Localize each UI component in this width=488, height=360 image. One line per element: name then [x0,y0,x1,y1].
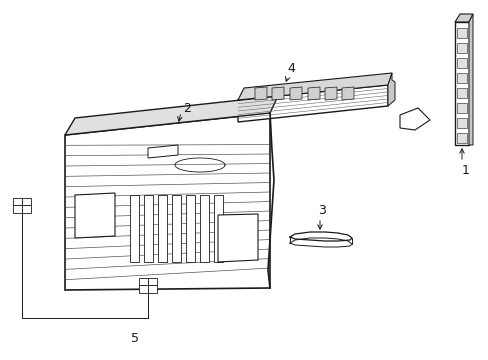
Polygon shape [139,285,148,292]
Text: 4: 4 [286,62,294,75]
Polygon shape [456,43,466,53]
Polygon shape [456,88,466,98]
Text: 1: 1 [461,163,469,176]
Polygon shape [158,195,167,262]
Polygon shape [307,87,319,100]
Polygon shape [75,193,115,238]
Polygon shape [238,85,387,122]
Polygon shape [468,14,472,145]
Polygon shape [65,96,278,135]
Polygon shape [254,87,266,100]
Polygon shape [341,87,353,100]
Polygon shape [289,87,302,100]
Polygon shape [130,195,139,262]
Polygon shape [456,28,466,38]
Polygon shape [139,278,148,285]
Polygon shape [148,285,157,292]
Polygon shape [65,113,269,290]
Polygon shape [214,195,223,262]
Polygon shape [22,198,31,205]
Polygon shape [456,73,466,83]
Text: 5: 5 [131,332,139,345]
Polygon shape [325,87,336,100]
Polygon shape [13,205,22,212]
Polygon shape [456,103,466,113]
Polygon shape [218,214,258,262]
Text: 2: 2 [183,102,190,114]
Polygon shape [456,118,466,128]
Polygon shape [456,133,466,143]
Polygon shape [454,22,468,145]
Polygon shape [456,58,466,68]
Polygon shape [22,205,31,212]
Polygon shape [172,195,181,262]
Polygon shape [271,87,284,100]
Polygon shape [200,195,208,262]
Polygon shape [454,14,472,22]
Polygon shape [143,195,153,262]
Polygon shape [148,278,157,285]
Polygon shape [185,195,195,262]
Text: 3: 3 [317,203,325,216]
Polygon shape [399,108,429,130]
Polygon shape [238,73,391,100]
Polygon shape [13,198,22,205]
Polygon shape [148,145,178,158]
Polygon shape [387,73,394,106]
